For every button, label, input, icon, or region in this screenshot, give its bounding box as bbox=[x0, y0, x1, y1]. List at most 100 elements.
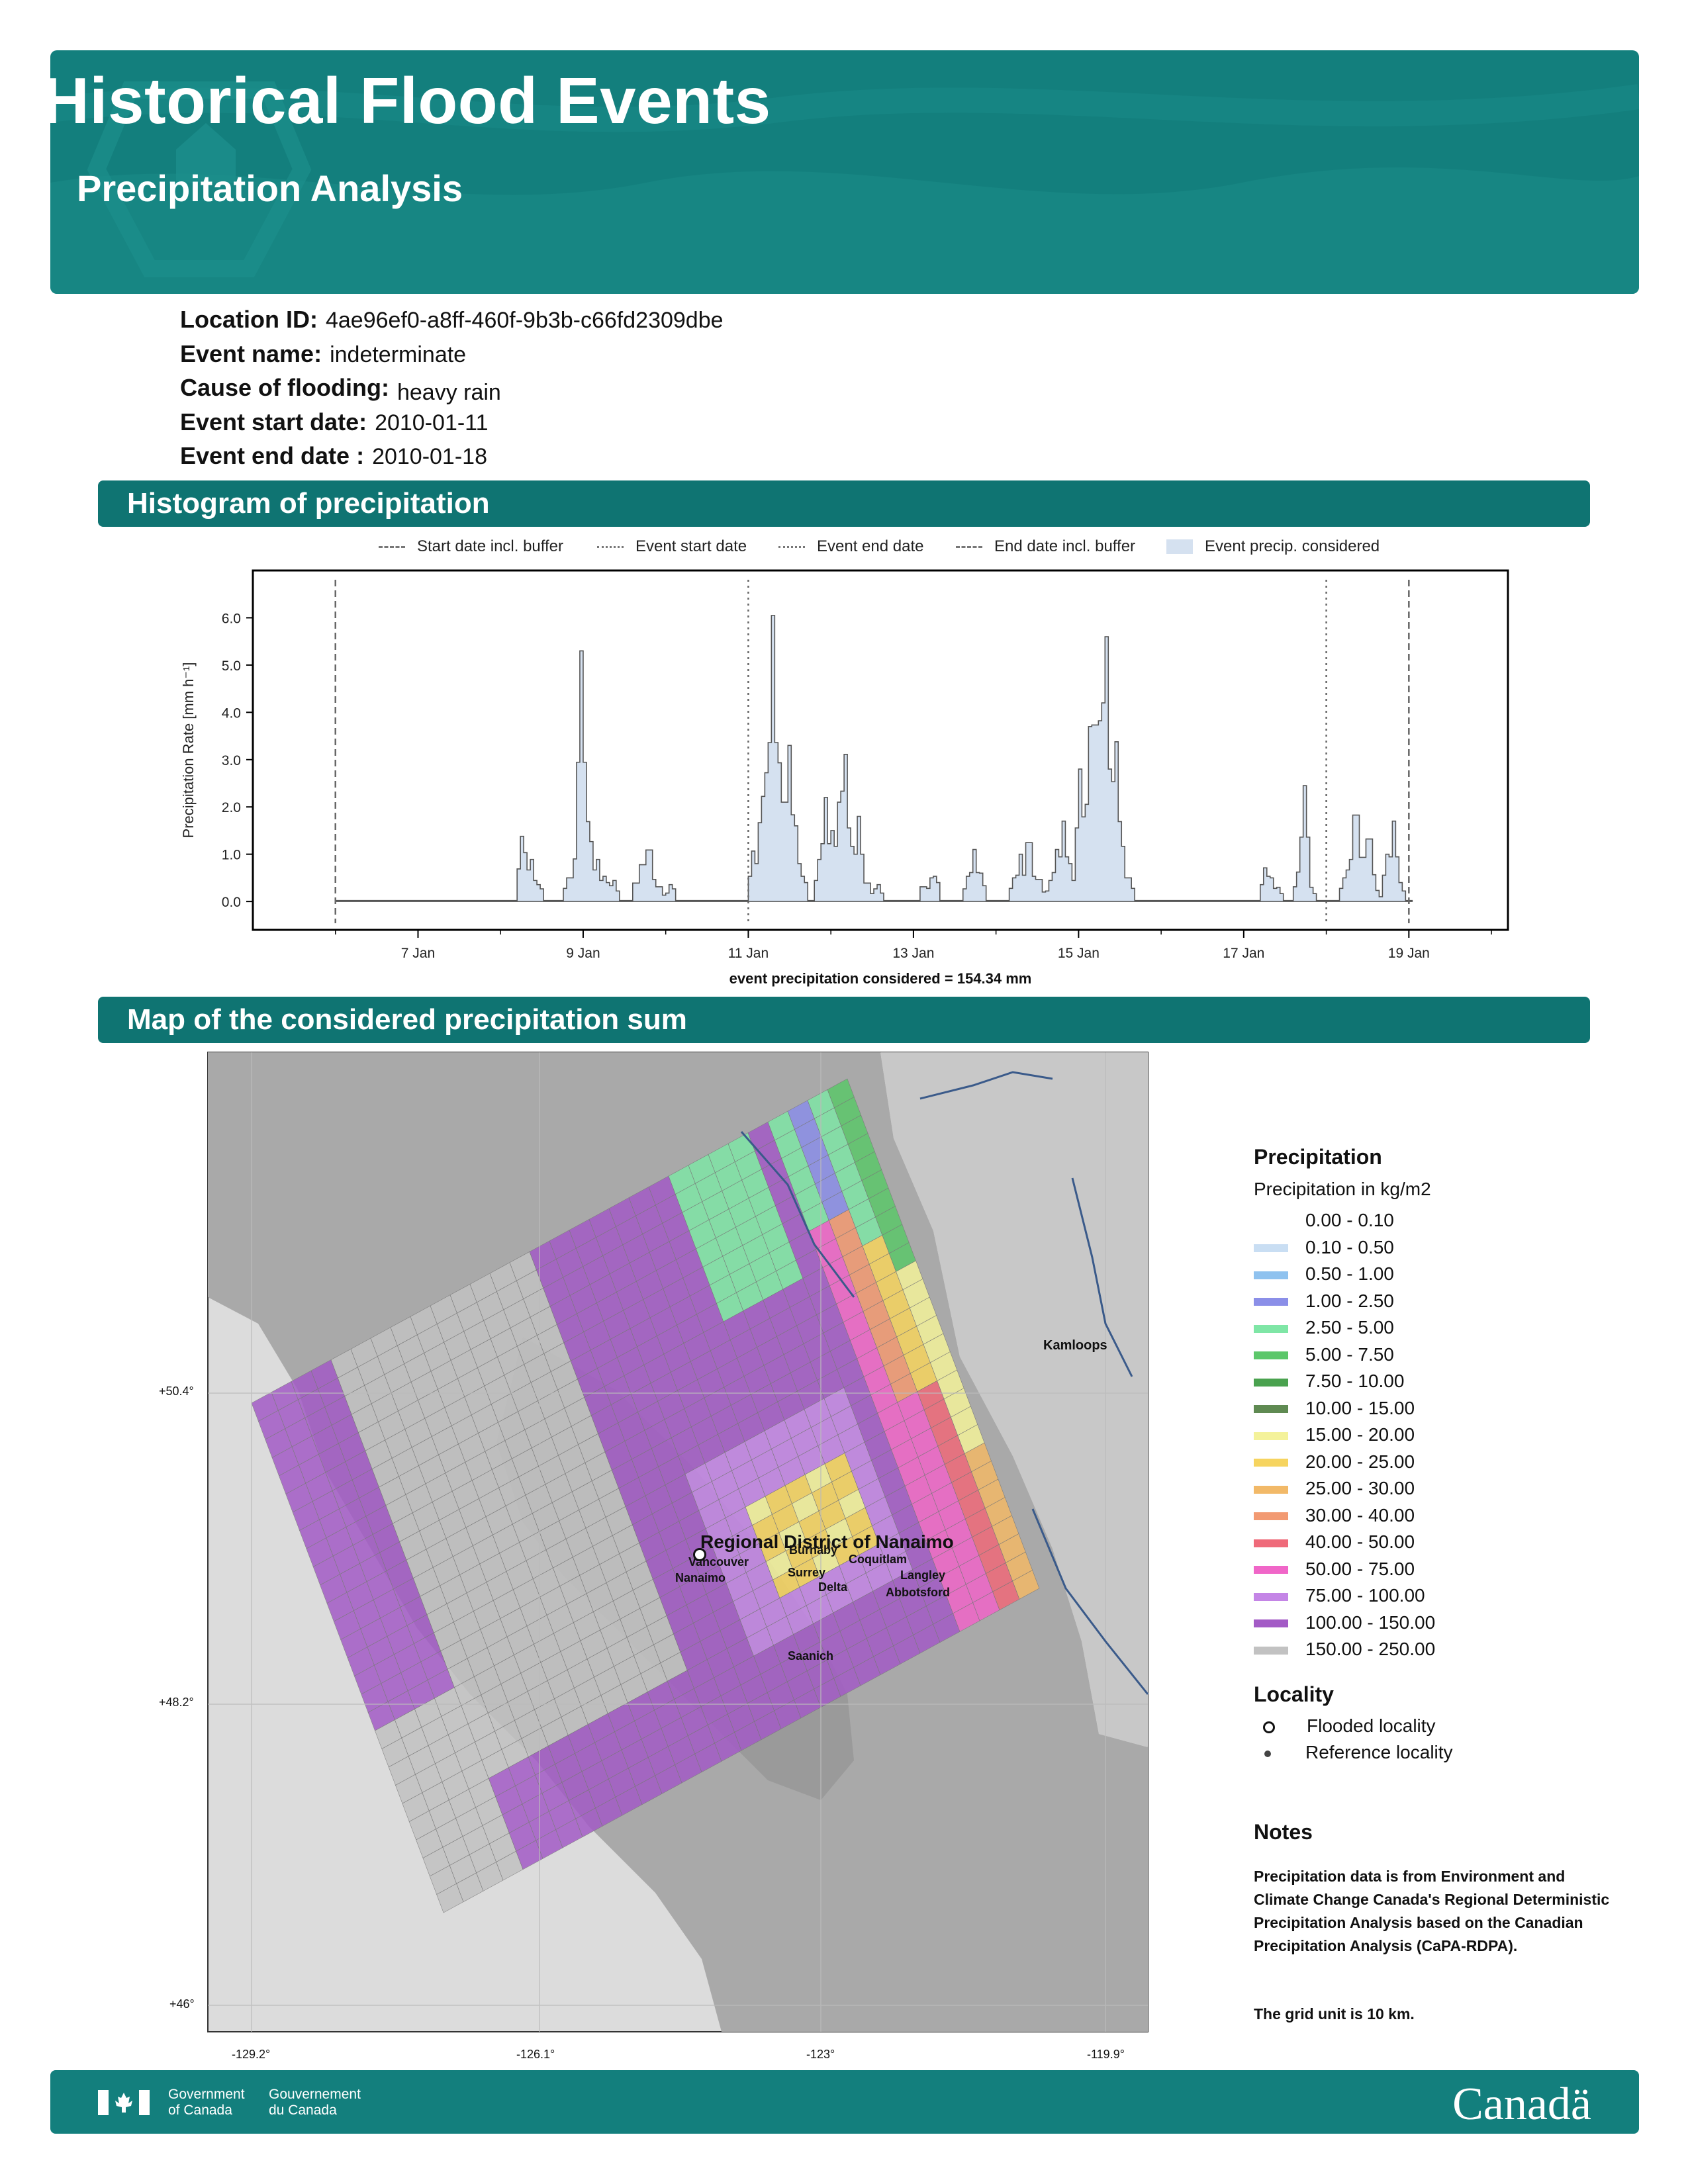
place-nanaimo: Nanaimo bbox=[675, 1571, 726, 1584]
legend-label: 150.00 - 250.00 bbox=[1305, 1639, 1436, 1659]
legend-label: 15.00 - 20.00 bbox=[1305, 1424, 1415, 1445]
legend-swatch bbox=[1254, 1351, 1288, 1360]
x-tick-label: 15 Jan bbox=[1058, 946, 1100, 961]
place-vancouver: Vancouver bbox=[688, 1555, 749, 1569]
precip-legend-item: 20.00 - 25.00 bbox=[1254, 1451, 1415, 1473]
flooded-locality-label: Regional District of Nanaimo bbox=[700, 1531, 954, 1552]
legend-swatch bbox=[1254, 1405, 1288, 1414]
y-tick-label: 0.0 bbox=[222, 895, 241, 910]
info-end-date: Event end date :2010-01-18 bbox=[180, 442, 487, 469]
legend-label: 7.50 - 10.00 bbox=[1305, 1371, 1405, 1391]
legend-event-end: Event end date bbox=[778, 537, 923, 556]
lon-label-3: -123° bbox=[806, 2048, 835, 2061]
precip-legend-subtitle: Precipitation in kg/m2 bbox=[1254, 1179, 1431, 1199]
precip-grid-cell bbox=[1012, 1570, 1040, 1600]
legend-swatch bbox=[1254, 1459, 1288, 1467]
legend-label: 50.00 - 75.00 bbox=[1305, 1558, 1415, 1579]
x-tick-label: 7 Jan bbox=[401, 946, 435, 961]
legend-label: 5.00 - 7.50 bbox=[1305, 1343, 1394, 1365]
x-tick-label: 11 Jan bbox=[728, 946, 769, 961]
place-langley: Langley bbox=[900, 1569, 946, 1582]
legend-swatch bbox=[1254, 1378, 1288, 1387]
lat-label-1: +50.4° bbox=[159, 1385, 194, 1398]
legend-swatch bbox=[1254, 1566, 1288, 1574]
plot-frame bbox=[252, 569, 1509, 931]
page-subtitle: Precipitation Analysis bbox=[77, 167, 463, 209]
precip-legend-item: 10.00 - 15.00 bbox=[1254, 1398, 1415, 1419]
precip-legend-item: 150.00 - 250.00 bbox=[1254, 1639, 1435, 1660]
flooded-locality-marker bbox=[693, 1548, 706, 1561]
y-axis-label: Precipitation Rate [mm h⁻¹] bbox=[180, 662, 197, 839]
lat-label-2: +48.2° bbox=[159, 1696, 194, 1709]
map-section-title: Map of the considered precipitation sum bbox=[127, 1003, 687, 1036]
reference-marker-icon bbox=[1264, 1750, 1271, 1757]
footer-banner: Government of Canada Gouvernement du Canad… bbox=[50, 2070, 1639, 2134]
canada-flag-icon bbox=[98, 2090, 150, 2115]
notes-text: Precipitation data is from Environment a… bbox=[1254, 1868, 1610, 1954]
legend-swatch bbox=[1254, 1512, 1288, 1521]
precip-legend-item: 25.00 - 30.00 bbox=[1254, 1478, 1415, 1499]
precip-legend-item: 40.00 - 50.00 bbox=[1254, 1531, 1415, 1553]
precip-legend-item: 0.10 - 0.50 bbox=[1254, 1237, 1394, 1258]
legend-label: 100.00 - 150.00 bbox=[1305, 1612, 1436, 1633]
histogram-section-bar: Histogram of precipitation bbox=[98, 480, 1590, 527]
legend-swatch bbox=[1254, 1592, 1288, 1601]
precipitation-map bbox=[207, 1052, 1149, 2032]
y-tick-label: 4.0 bbox=[222, 705, 241, 721]
legend-label: 2.50 - 5.00 bbox=[1305, 1317, 1394, 1338]
legend-label: 10.00 - 15.00 bbox=[1305, 1397, 1415, 1418]
legend-event-precip: Event precip. considered bbox=[1166, 537, 1380, 556]
header-banner bbox=[50, 50, 1639, 294]
info-cause: Cause of flooding: heavy rain bbox=[180, 374, 501, 405]
x-tick-label: 19 Jan bbox=[1388, 946, 1430, 961]
place-coquitlam: Coquitlam bbox=[849, 1553, 907, 1566]
precip-series bbox=[334, 615, 1413, 902]
precip-legend-item: 75.00 - 100.00 bbox=[1254, 1585, 1425, 1606]
info-location-id: Location ID: 4ae96ef0-a8ff-460f-9b3b-c66f… bbox=[180, 306, 724, 333]
y-tick-label: 2.0 bbox=[222, 800, 241, 815]
place-kamloops: Kamloops bbox=[1043, 1338, 1107, 1353]
legend-label: 0.10 - 0.50 bbox=[1305, 1236, 1394, 1257]
legend-label: 30.00 - 40.00 bbox=[1305, 1504, 1415, 1525]
legend-start-buffer: Start date incl. buffer bbox=[379, 537, 563, 556]
y-tick-label: 3.0 bbox=[222, 753, 241, 768]
precip-legend-item: 15.00 - 20.00 bbox=[1254, 1424, 1415, 1445]
info-start-date: Event start date: 2010-01-11 bbox=[180, 408, 489, 435]
legend-label: 40.00 - 50.00 bbox=[1305, 1531, 1415, 1552]
y-tick-label: 6.0 bbox=[222, 611, 241, 626]
legend-event-start: Event start date bbox=[597, 537, 747, 556]
x-tick-label: 9 Jan bbox=[566, 946, 600, 961]
place-surrey: Surrey bbox=[788, 1566, 826, 1579]
lon-label-2: -126.1° bbox=[516, 2048, 555, 2061]
lat-label-3: +46° bbox=[169, 1997, 195, 2011]
gov-en: Government of Canada bbox=[168, 2087, 245, 2118]
legend-label: 25.00 - 30.00 bbox=[1305, 1478, 1415, 1498]
precip-legend-item: 0.50 - 1.00 bbox=[1254, 1263, 1394, 1285]
legend-flooded-locality: Flooded locality bbox=[1254, 1715, 1436, 1737]
wave-decoration bbox=[50, 81, 1639, 294]
locality-legend-title: Locality bbox=[1254, 1682, 1334, 1706]
y-tick-label: 1.0 bbox=[222, 848, 241, 863]
precip-legend-item: 2.50 - 5.00 bbox=[1254, 1317, 1394, 1338]
info-event-name: Event name: indeterminate bbox=[180, 340, 467, 367]
legend-label: 0.50 - 1.00 bbox=[1305, 1263, 1394, 1284]
x-tick-label: 13 Jan bbox=[892, 946, 934, 961]
precip-legend-item: 1.00 - 2.50 bbox=[1254, 1291, 1394, 1312]
histogram-section-title: Histogram of precipitation bbox=[127, 487, 490, 520]
map-section-bar: Map of the considered precipitation sum bbox=[98, 997, 1590, 1043]
place-saanich: Saanich bbox=[788, 1649, 834, 1662]
precip-legend-item: 30.00 - 40.00 bbox=[1254, 1505, 1415, 1526]
lon-label-4: -119.9° bbox=[1087, 2048, 1125, 2061]
place-delta: Delta bbox=[818, 1580, 848, 1594]
notes-grid: The grid unit is 10 km. bbox=[1254, 2005, 1415, 2023]
legend-label: 0.00 - 0.10 bbox=[1305, 1210, 1394, 1230]
legend-swatch bbox=[1254, 1539, 1288, 1547]
legend-label: 20.00 - 25.00 bbox=[1305, 1451, 1415, 1472]
legend-end-buffer: End date incl. buffer bbox=[956, 537, 1135, 556]
precip-summary: event precipitation considered = 154.34 … bbox=[729, 970, 1032, 987]
legend-swatch bbox=[1254, 1619, 1288, 1628]
lon-label-1: -129.2° bbox=[232, 2048, 271, 2061]
precip-legend-item: 50.00 - 75.00 bbox=[1254, 1559, 1415, 1580]
legend-label: 75.00 - 100.00 bbox=[1305, 1585, 1425, 1606]
legend-swatch bbox=[1254, 1324, 1288, 1333]
